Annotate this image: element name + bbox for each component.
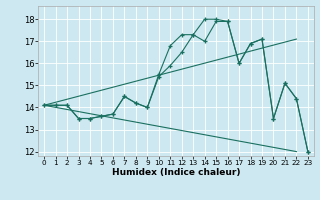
X-axis label: Humidex (Indice chaleur): Humidex (Indice chaleur) bbox=[112, 168, 240, 177]
